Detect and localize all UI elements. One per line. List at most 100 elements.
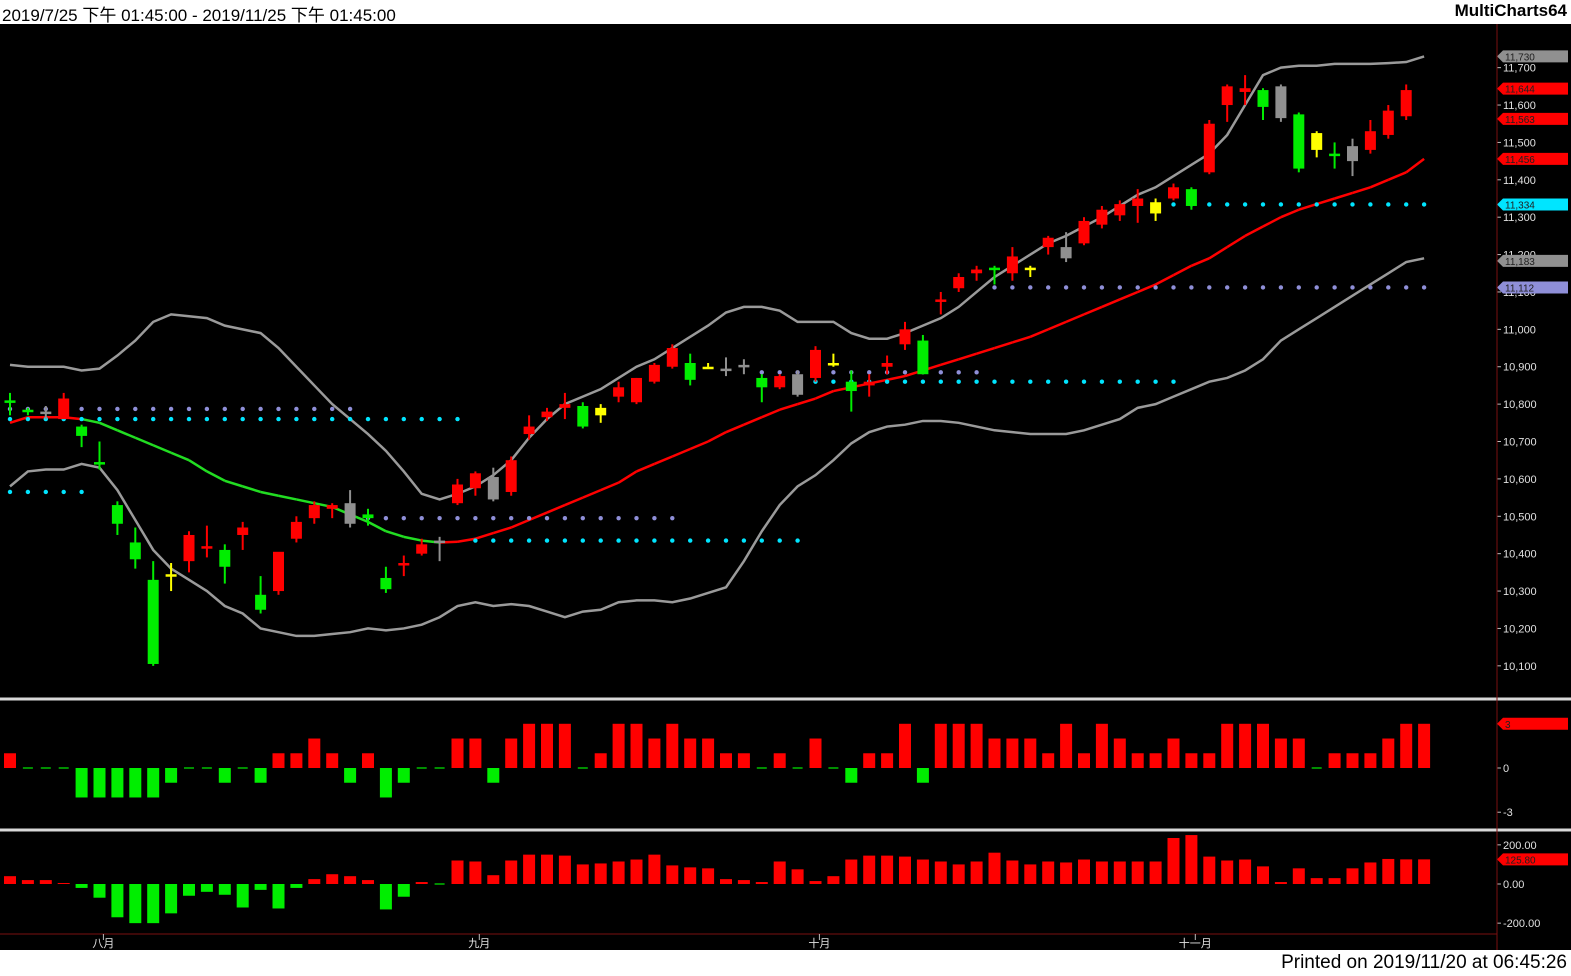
candle [917, 334, 929, 375]
level-dot [1028, 285, 1033, 290]
candle-body [380, 577, 392, 590]
candle-body [505, 460, 517, 492]
moving-average-segment [582, 488, 602, 499]
level-dot [1046, 379, 1051, 384]
status-bar: Printed on 2019/11/20 at 06:45:26 [0, 950, 1571, 976]
price-tick-label: 10,200 [1503, 623, 1537, 635]
candle-body [631, 377, 642, 403]
level-dot [1260, 285, 1266, 290]
moving-average-segment [1298, 202, 1318, 211]
chart-canvas[interactable]: 10,100 10,200 10,300 10,400 10,500 10,600 10,7… [0, 24, 1571, 950]
moving-average-segment [886, 374, 906, 382]
moving-average-segment [99, 421, 118, 432]
level-dot [365, 416, 371, 422]
indicator-1-bar [75, 768, 88, 798]
moving-average-segment [689, 440, 709, 451]
level-dot [115, 406, 120, 412]
level-dot [1063, 379, 1069, 384]
level-dot [222, 406, 227, 412]
candle-body [989, 267, 1000, 271]
indicator-1-bar [899, 723, 911, 768]
indicator-2-bar [934, 861, 947, 884]
indicator-1-bar [809, 738, 822, 768]
level-dot [222, 416, 227, 422]
indicator-2-bar [666, 865, 679, 884]
level-dot [759, 538, 764, 543]
level-dot [1063, 285, 1069, 290]
indicator-2-bar [1310, 878, 1323, 884]
level-dot [884, 379, 890, 384]
indicator-1-bar [988, 738, 1001, 768]
indicator-1-tick-label: -3 [1503, 807, 1513, 819]
moving-average-segment [1352, 186, 1371, 195]
indicator-1-bar [684, 738, 697, 768]
candle-body [559, 404, 571, 408]
level-dot [330, 406, 335, 412]
candle [237, 521, 249, 550]
price-panel[interactable]: 10,100 10,200 10,300 10,400 10,500 10,600 10,7… [4, 50, 1569, 673]
indicator-2-bar [469, 861, 482, 884]
indicator-1-bar [630, 723, 643, 768]
candle-body [201, 546, 213, 549]
candle-body [469, 473, 481, 489]
time-axis: 八月 九月 十月 十一月 [0, 933, 1497, 950]
level-dot [867, 370, 872, 375]
price-tag-label: 11,456 [1505, 155, 1535, 166]
candle-body [147, 579, 159, 664]
indicator-2-bar [845, 859, 858, 884]
indicator-panel-2[interactable]: 200.00 0.00 -200.00 125.80 [4, 835, 1568, 930]
level-dot [1314, 285, 1319, 290]
level-dot [1081, 379, 1087, 384]
indicator-1-bar [93, 768, 106, 798]
indicator-1-bar [720, 753, 732, 768]
indicator-2-tick-label: 0.00 [1503, 879, 1524, 891]
moving-average-segment [958, 352, 977, 361]
indicator-2-bar [881, 855, 894, 884]
moving-average-segment [1083, 305, 1103, 316]
level-dot [204, 416, 210, 422]
printed-timestamp: Printed on 2019/11/20 at 06:45:26 [1281, 952, 1567, 973]
level-dot [7, 489, 13, 495]
candle [1275, 84, 1287, 122]
candle-body [58, 398, 70, 420]
indicator-1-tick-label: 0 [1503, 763, 1509, 775]
indicator-panel-1[interactable]: 0 -3 3 [4, 717, 1568, 819]
level-dot [1171, 202, 1176, 207]
chart-background [0, 24, 1571, 950]
candle-body [362, 514, 374, 519]
level-dot [312, 406, 317, 412]
level-dot [1260, 202, 1266, 207]
price-tick-label: 11,700 [1503, 63, 1536, 75]
level-dot [920, 379, 926, 384]
indicator-2-bar [93, 884, 106, 898]
indicator-2-bar [1346, 868, 1359, 884]
indicator-2-bar [344, 876, 357, 884]
level-dot [1386, 285, 1391, 290]
moving-average-segment [528, 511, 548, 522]
level-dot [258, 406, 263, 412]
candle [344, 490, 356, 528]
indicator-2-bar [809, 881, 822, 884]
candle [219, 544, 231, 584]
candle-body [1096, 209, 1108, 225]
candle-body [76, 426, 88, 436]
candle [1114, 200, 1126, 221]
candle [183, 531, 195, 573]
candle [1257, 88, 1269, 120]
indicator-2-bar [165, 884, 178, 914]
candle-body [219, 549, 231, 567]
moving-average-segment [116, 429, 136, 439]
level-dot [240, 406, 245, 412]
level-dot [1421, 285, 1427, 290]
level-dot [1010, 285, 1015, 290]
moving-average-segment [779, 402, 798, 411]
bollinger-upper-line [9, 55, 1425, 501]
indicator-2-bar [1239, 859, 1252, 884]
level-dot [938, 370, 943, 375]
indicator-2-bar [218, 884, 231, 895]
indicator-1-bar [612, 723, 625, 768]
moving-average-segment [617, 470, 638, 484]
candle-body [1364, 131, 1376, 150]
indicator-1-bar [952, 723, 965, 768]
indicator-1-bar [541, 723, 553, 768]
